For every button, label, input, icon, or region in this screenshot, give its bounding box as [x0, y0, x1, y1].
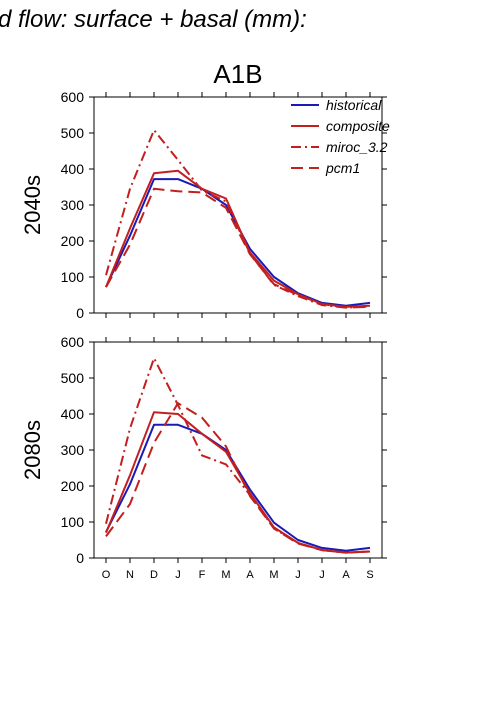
y-tick-label: 300 — [61, 442, 85, 458]
series-line-miroc-3-2 — [105, 357, 371, 554]
chart-panel-2040s: 0 100 200 300 400 500 600 2040s historical compos… — [20, 89, 390, 321]
x-tick-label: A — [342, 569, 350, 581]
y-tick-label: 200 — [61, 233, 85, 249]
series-line-composite — [105, 411, 371, 554]
y-tick-label: 500 — [61, 370, 85, 386]
series-line-historical — [105, 423, 371, 552]
series-line-pcm1 — [105, 402, 371, 554]
y-tick-label: 400 — [61, 406, 85, 422]
series-line-composite — [105, 169, 371, 308]
series-line-miroc-3-2 — [105, 129, 371, 309]
legend-label: historical — [326, 97, 382, 113]
x-tick-label: M — [221, 569, 230, 581]
y-tick-label: 100 — [61, 514, 85, 530]
chart-panel-2080s: 0 100 200 300 400 500 600 O N D J F M A M J J A S 2080s — [20, 334, 387, 581]
x-tick-label: M — [269, 569, 278, 581]
y-tick-label: 500 — [61, 125, 85, 141]
legend-label: miroc_3.2 — [326, 139, 388, 155]
y-tick-label: 400 — [61, 161, 85, 177]
y-tick-label: 0 — [76, 550, 84, 566]
y-tick-label: 300 — [61, 197, 85, 213]
x-tick-label: D — [150, 569, 158, 581]
y-tick-label: 0 — [76, 305, 84, 321]
legend-label: composite — [326, 118, 390, 134]
y-tick-label: 100 — [61, 269, 85, 285]
x-tick-label: A — [246, 569, 254, 581]
row-label: 2040s — [20, 175, 45, 235]
y-tick-label: 600 — [61, 334, 85, 350]
x-tick-label: O — [102, 569, 111, 581]
y-tick-label: 200 — [61, 478, 85, 494]
x-tick-label: S — [366, 569, 373, 581]
series-line-historical — [105, 178, 371, 307]
y-tick-label: 600 — [61, 89, 85, 105]
figure-title: d flow: surface + basal (mm): — [0, 6, 307, 33]
plot-frame — [93, 341, 383, 559]
x-tick-label: J — [295, 569, 301, 581]
x-tick-label: F — [199, 569, 206, 581]
x-tick-label: J — [175, 569, 181, 581]
x-tick-label: N — [126, 569, 134, 581]
legend-label: pcm1 — [325, 160, 360, 176]
series-line-pcm1 — [105, 187, 371, 309]
row-label: 2080s — [20, 420, 45, 480]
x-tick-label: J — [319, 569, 325, 581]
panel-title: A1B — [213, 59, 262, 89]
